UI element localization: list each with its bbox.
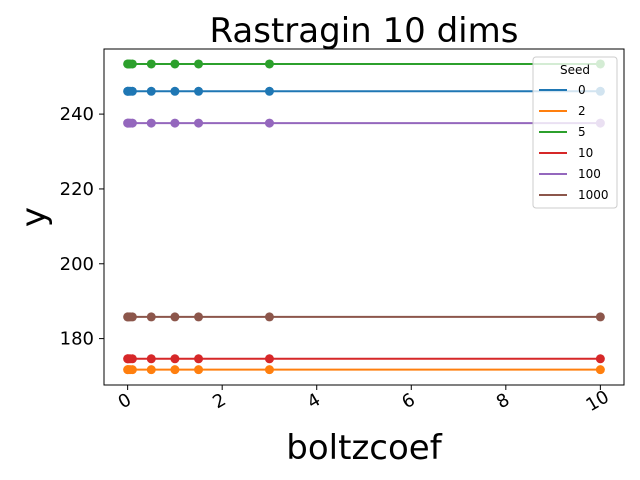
legend-label-100: 100 bbox=[578, 167, 601, 181]
data-point-2-7 bbox=[264, 365, 274, 375]
chart-title: Rastragin 10 dims bbox=[210, 11, 519, 51]
data-point-2-3 bbox=[127, 365, 137, 375]
data-point-1000-7 bbox=[264, 312, 274, 322]
data-point-0-5 bbox=[170, 86, 180, 96]
data-point-1000-4 bbox=[146, 312, 156, 322]
data-point-0-7 bbox=[264, 86, 274, 96]
data-point-1000-5 bbox=[170, 312, 180, 322]
legend: Seed 0 2 5 10 100 1000 bbox=[532, 56, 618, 209]
data-point-100-5 bbox=[170, 118, 180, 128]
data-point-2-4 bbox=[146, 365, 156, 375]
data-point-100-6 bbox=[194, 118, 204, 128]
data-point-2-8 bbox=[595, 365, 605, 375]
legend-box bbox=[532, 56, 618, 209]
legend-label-0: 0 bbox=[578, 83, 586, 97]
data-point-5-6 bbox=[194, 59, 204, 69]
y-tick-label-240: 240 bbox=[60, 104, 94, 125]
data-point-10-4 bbox=[146, 354, 156, 364]
y-tick-label-200: 200 bbox=[60, 254, 94, 275]
data-point-5-7 bbox=[264, 59, 274, 69]
data-point-10-3 bbox=[127, 354, 137, 364]
legend-label-2: 2 bbox=[578, 104, 586, 118]
data-point-1000-8 bbox=[595, 312, 605, 322]
y-axis-label: y bbox=[14, 207, 54, 227]
data-point-100-7 bbox=[264, 118, 274, 128]
data-point-1000-6 bbox=[194, 312, 204, 322]
data-point-2-6 bbox=[194, 365, 204, 375]
data-point-10-8 bbox=[595, 354, 605, 364]
data-point-0-4 bbox=[146, 86, 156, 96]
legend-title: Seed bbox=[560, 63, 590, 77]
data-point-0-6 bbox=[194, 86, 204, 96]
data-point-5-5 bbox=[170, 59, 180, 69]
legend-label-5: 5 bbox=[578, 125, 586, 139]
data-point-100-3 bbox=[127, 118, 137, 128]
data-point-2-5 bbox=[170, 365, 180, 375]
data-point-10-5 bbox=[170, 354, 180, 364]
data-point-10-7 bbox=[264, 354, 274, 364]
data-point-0-3 bbox=[127, 86, 137, 96]
plot-frame bbox=[103, 48, 625, 386]
y-tick-label-180: 180 bbox=[60, 329, 94, 350]
data-point-100-4 bbox=[146, 118, 156, 128]
data-point-5-3 bbox=[127, 59, 137, 69]
data-point-1000-3 bbox=[127, 312, 137, 322]
x-axis-label: boltzcoef bbox=[286, 428, 442, 468]
y-tick-label-220: 220 bbox=[60, 179, 94, 200]
data-point-5-4 bbox=[146, 59, 156, 69]
legend-label-10: 10 bbox=[578, 146, 593, 160]
legend-label-1000: 1000 bbox=[578, 188, 609, 202]
data-point-10-6 bbox=[194, 354, 204, 364]
